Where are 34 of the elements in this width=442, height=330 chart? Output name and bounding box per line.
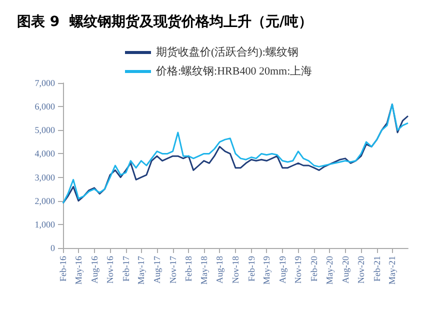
y-tick-label: 0 <box>50 243 56 253</box>
legend-label: 价格:螺纹钢:HRB400 20mm:上海 <box>155 64 312 78</box>
line-series <box>62 103 409 204</box>
x-tick-label: Nov-17 <box>168 256 178 284</box>
x-tick-label: Aug-18 <box>214 256 225 284</box>
x-tick-label: Feb-19 <box>246 256 256 282</box>
x-tick-label: Aug-19 <box>277 256 288 284</box>
x-tick-label: Feb-16 <box>58 256 68 282</box>
x-tick-label: Aug-17 <box>152 256 162 284</box>
x-tick-label: Aug-16 <box>89 256 100 284</box>
x-tick-label: May-18 <box>198 256 209 284</box>
x-tick-label: Feb-18 <box>184 256 194 282</box>
y-tick-label: 2,000 <box>34 196 56 206</box>
chart-title: 图表 9 螺纹钢期货及现货价格均上升（元/吨） <box>17 13 312 30</box>
x-tick-label: Feb-21 <box>372 256 382 282</box>
x-tick-label: May-20 <box>324 256 334 284</box>
x-tick-label: Nov-16 <box>105 256 116 284</box>
x-tick-label: May-21 <box>387 256 398 284</box>
y-tick-label: 7,000 <box>34 78 56 88</box>
y-tick-label: 1,000 <box>34 219 56 230</box>
y-tick-label: 5,000 <box>34 125 56 136</box>
x-tick-label: May-17 <box>136 256 146 284</box>
x-tick-label: May-19 <box>262 256 272 284</box>
x-tick-label: Nov-20 <box>356 256 366 284</box>
x-tick-label: Nov-18 <box>230 256 240 284</box>
x-tick-label: Nov-19 <box>293 256 304 284</box>
y-tick-label: 3,000 <box>34 172 56 182</box>
x-tick-label: May-16 <box>73 256 84 284</box>
legend-label: 期货收盘价(活跃合约):螺纹钢 <box>156 46 298 58</box>
y-tick-label: 6,000 <box>34 102 56 112</box>
x-tick-label: Aug-20 <box>340 256 350 284</box>
x-tick-label: Feb-17 <box>120 256 131 282</box>
y-tick-label: 4,000 <box>34 148 56 159</box>
x-tick-label: Feb-20 <box>309 256 320 282</box>
